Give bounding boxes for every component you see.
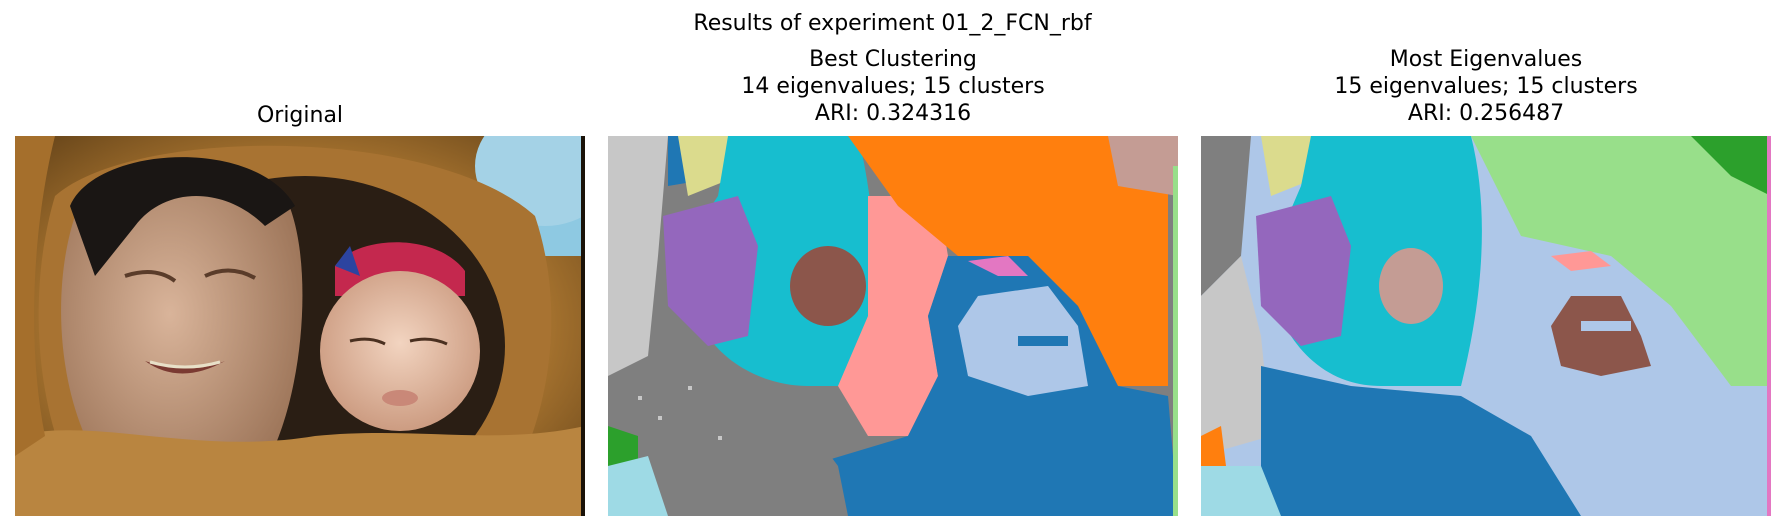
panel-title-most-line3: ARI: 0.256487 <box>1407 101 1565 126</box>
original-photo-drawing <box>15 136 585 516</box>
panel-title-best-line3: ARI: 0.324316 <box>814 101 972 126</box>
panel-most-eigenvalues: Most Eigenvalues 15 eigenvalues; 15 clus… <box>1201 40 1771 520</box>
panel-best-clustering: Best Clustering 14 eigenvalues; 15 clust… <box>608 40 1178 520</box>
best-clustering-image <box>608 136 1178 516</box>
original-image <box>15 136 585 516</box>
figure-suptitle: Results of experiment 01_2_FCN_rbf <box>693 11 1092 36</box>
best-clustering-map <box>608 136 1178 516</box>
panel-title-best-line1: Best Clustering <box>809 47 977 72</box>
panel-title-most-line1: Most Eigenvalues <box>1389 47 1583 72</box>
most-eigenvalues-image <box>1201 136 1771 516</box>
panel-original: Original <box>15 40 585 520</box>
panel-title-best-line2: 14 eigenvalues; 15 clusters <box>741 74 1045 99</box>
panel-title-original: Original <box>256 103 344 128</box>
panel-title-most-line2: 15 eigenvalues; 15 clusters <box>1334 74 1638 99</box>
most-eigenvalues-map <box>1201 136 1771 516</box>
